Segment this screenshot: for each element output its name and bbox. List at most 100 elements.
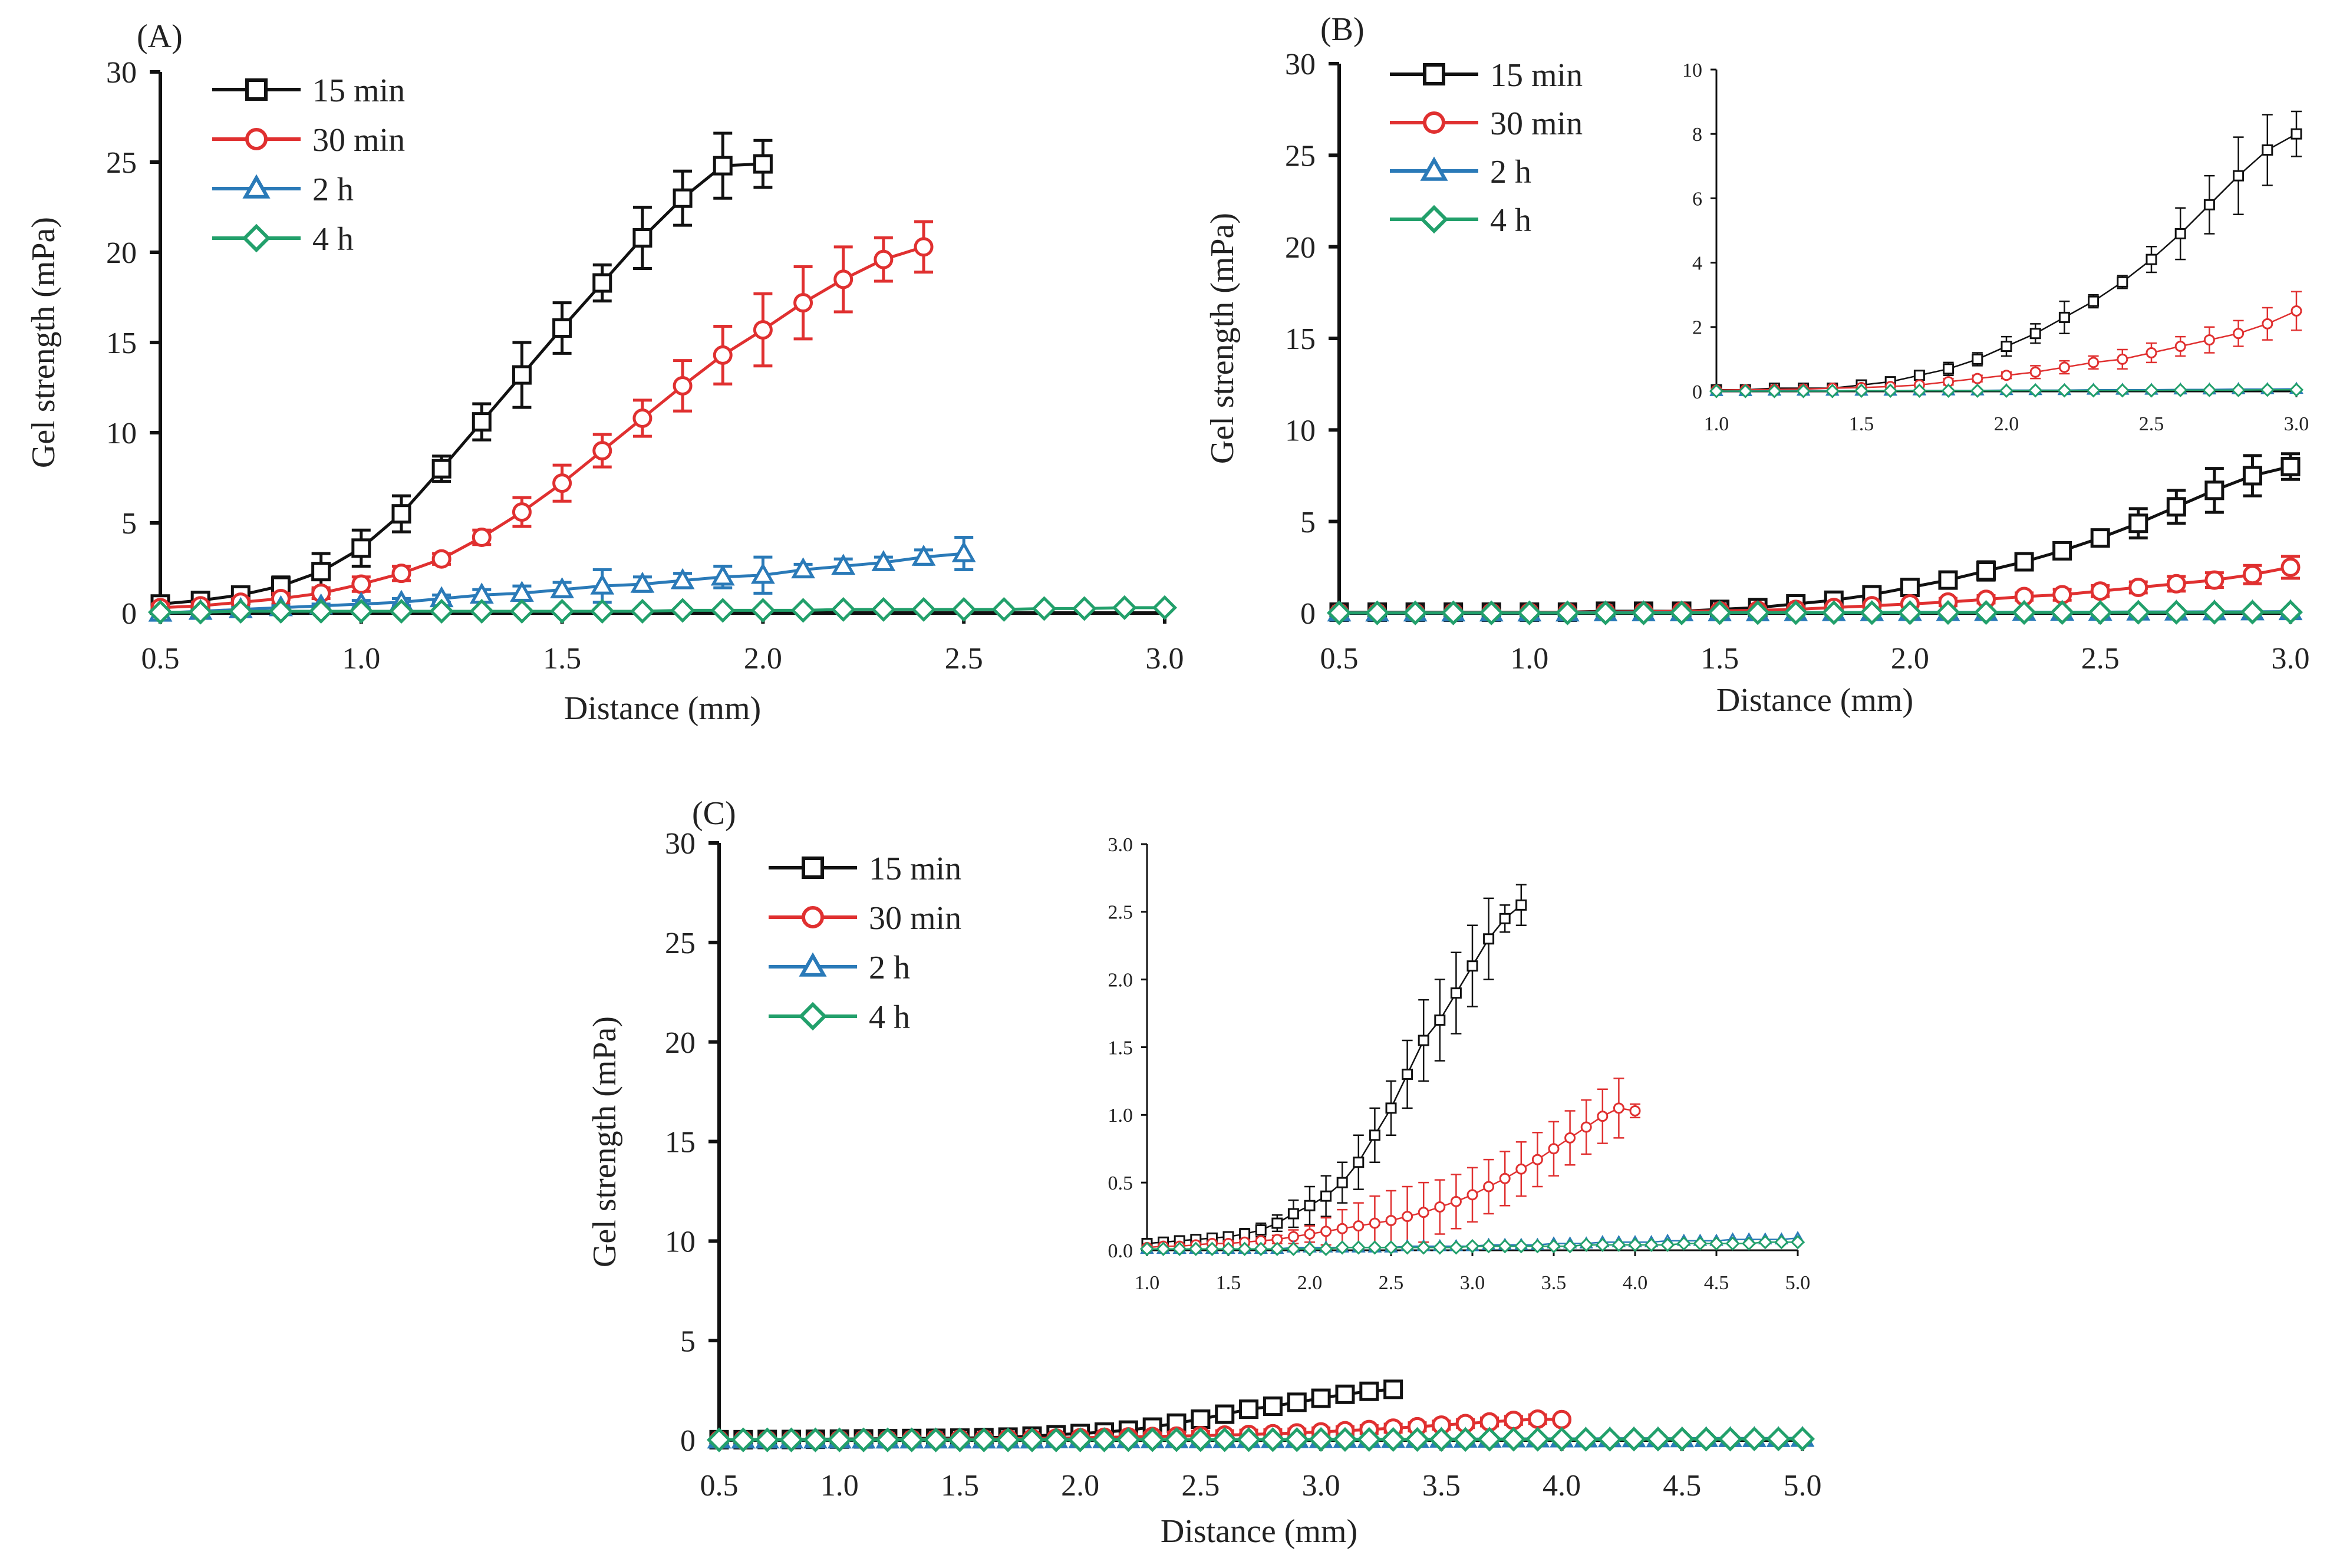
data-point [1555, 600, 1580, 625]
y-tick-label: 20 [665, 1026, 696, 1060]
inset-data-point [2233, 328, 2245, 340]
inset-data-point [2291, 305, 2302, 317]
data-point [899, 1427, 924, 1452]
data-point [1973, 600, 1999, 625]
legend-item: 15 min [769, 851, 961, 887]
data-point [1693, 1427, 1719, 1452]
inset-y-tick-label: 4 [1692, 253, 1702, 275]
data-point [1335, 1384, 1355, 1404]
inset-data-point [1351, 1240, 1366, 1255]
y-tick-label: 25 [1285, 140, 1316, 173]
y-tick-label: 0 [680, 1424, 696, 1458]
data-point [1359, 1381, 1379, 1401]
x-tick-label: 2.0 [744, 642, 782, 676]
data-point [1263, 1396, 1283, 1417]
inset-data-point [2115, 383, 2130, 398]
data-point [951, 541, 976, 562]
y-axis-title: Gel strength (mPa) [25, 217, 62, 468]
inset-data-point [1434, 1201, 1446, 1213]
data-point [1287, 1392, 1307, 1412]
data-point [431, 459, 452, 479]
inset-data-point [1611, 1237, 1626, 1252]
data-point [991, 597, 1017, 622]
data-point [2128, 578, 2148, 598]
inset-data-point [1515, 1163, 1527, 1175]
inset-data-point [1913, 370, 1925, 381]
legend-marker [245, 78, 268, 101]
data-point [1405, 1427, 1430, 1452]
data-point [1669, 600, 1695, 625]
legend-marker [1423, 63, 1445, 85]
inset-x-tick-label: 2.5 [2139, 413, 2164, 435]
data-point [871, 597, 896, 622]
data-point [1593, 600, 1618, 625]
inset-data-point [2057, 383, 2072, 398]
data-point [1188, 1427, 1213, 1452]
data-point [1332, 1427, 1357, 1452]
panel-label: (A) [137, 18, 183, 55]
y-tick-label: 20 [106, 236, 137, 270]
data-point [311, 562, 331, 582]
data-point [1821, 600, 1847, 625]
data-point [2240, 599, 2265, 625]
inset-data-point [1796, 384, 1811, 398]
data-point [2164, 599, 2189, 625]
inset-data-point [1336, 1223, 1348, 1234]
inset-data-point [1531, 1154, 1543, 1165]
inset-data-point [2262, 318, 2273, 330]
inset-data-point [1883, 383, 1898, 398]
legend-item: 2 h [769, 950, 910, 986]
inset-data-point [2117, 276, 2128, 288]
data-point [670, 568, 695, 589]
data-point [1789, 1426, 1815, 1452]
data-point [1597, 1427, 1623, 1452]
data-point [509, 598, 535, 624]
data-point [670, 598, 696, 623]
data-point [923, 1427, 948, 1452]
inset-data-point [1237, 1241, 1252, 1256]
inset-data-point [1595, 1237, 1610, 1252]
legend-item: 15 min [212, 73, 405, 109]
data-point [1356, 1427, 1382, 1452]
data-point [1549, 1427, 1574, 1452]
inset-data-point [1825, 384, 1840, 398]
inset-data-point [1188, 1241, 1203, 1256]
inset-data-point [1320, 1226, 1332, 1237]
data-point [472, 527, 492, 547]
inset-data-point [2260, 383, 2275, 397]
inset-data-point [2144, 383, 2159, 398]
data-point [1517, 600, 1542, 625]
x-axis-title: Distance (mm) [1716, 682, 1913, 719]
inset-data-point [1613, 1102, 1624, 1114]
legend: 15 min 30 min 2 h 4 h [769, 851, 961, 1036]
data-point [592, 273, 612, 293]
data-point [1284, 1427, 1310, 1452]
data-point [1504, 1411, 1524, 1431]
inset-data-point [2029, 328, 2041, 340]
x-tick-label: 4.0 [1543, 1469, 1581, 1503]
inset-data-point [1385, 1214, 1397, 1226]
data-point [1552, 1409, 1572, 1429]
data-point [791, 557, 815, 579]
inset-data-point [1353, 1220, 1365, 1232]
inset-data-point [1400, 1240, 1415, 1255]
inset-data-point [2029, 366, 2041, 378]
series-diamond [1326, 599, 2303, 625]
data-point [1573, 1427, 1599, 1452]
data-point [2242, 565, 2262, 585]
inset-series-diamond [1709, 383, 2304, 398]
inset-data-point [1912, 383, 1927, 398]
data-point [1031, 596, 1057, 621]
data-point [1043, 1427, 1069, 1452]
inset-data-point [1416, 1240, 1431, 1255]
y-tick-label: 15 [106, 327, 137, 360]
inset-data-point [1999, 383, 2014, 398]
inset-chart: 1.0 1.5 2.0 2.5 3.0 3.5 4.0 4.5 5.0 0.0 0.5 1.0 1.5 2… [1108, 834, 1811, 1294]
series-line [1339, 465, 2291, 614]
data-point [1215, 1404, 1235, 1424]
legend-marker [245, 128, 268, 150]
data-point [1528, 1409, 1548, 1429]
data-point [875, 1427, 900, 1452]
y-tick-label: 10 [106, 417, 137, 450]
inset-data-point [1385, 1102, 1397, 1114]
